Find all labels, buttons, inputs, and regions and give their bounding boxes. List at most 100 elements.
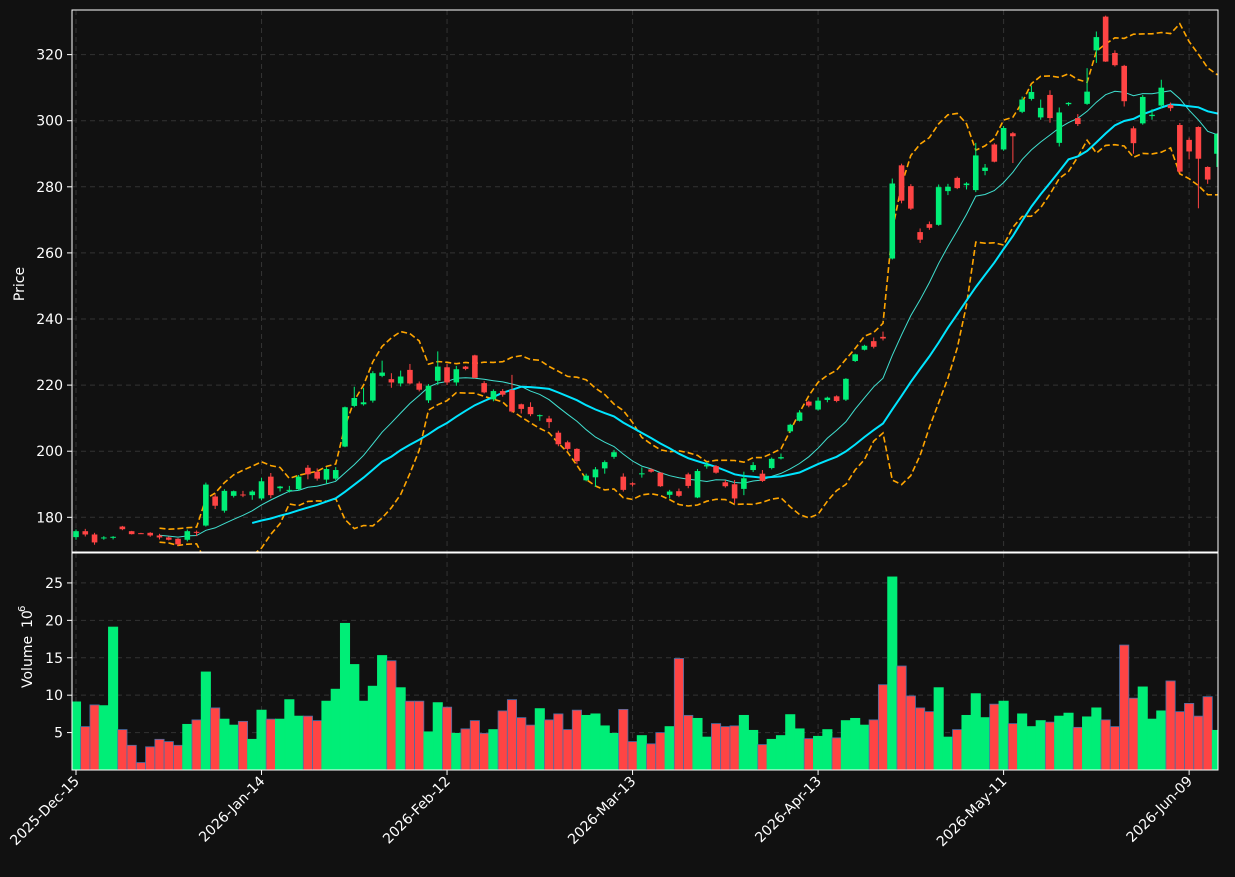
volume-bar (358, 700, 369, 770)
volume-bar (1174, 711, 1185, 770)
candle-body (824, 397, 831, 400)
price-tick-label: 240 (36, 312, 63, 328)
volume-bar (683, 714, 694, 770)
candle-body (1158, 87, 1165, 106)
candle-body (1102, 16, 1109, 62)
volume-bar (896, 665, 907, 770)
candle-body (1214, 134, 1218, 154)
candle-body (666, 491, 673, 495)
price-panel-frame (71, 9, 1219, 553)
candle-body (1177, 125, 1183, 172)
candle-body (1130, 128, 1137, 144)
candle-body (880, 336, 886, 339)
candle-body (703, 465, 710, 467)
volume-bar (293, 715, 304, 770)
candle-body (453, 369, 460, 383)
candle-body (472, 355, 478, 378)
candle-body (305, 467, 311, 475)
volume-bar (970, 693, 981, 770)
candle-body (657, 472, 664, 487)
candle-body (908, 186, 914, 209)
volume-bar (386, 660, 397, 770)
volume-bar (831, 737, 842, 770)
volume-bar (942, 736, 953, 770)
candle-body (1065, 102, 1072, 105)
candle-body (546, 418, 552, 423)
candle-body (639, 473, 645, 475)
candle-body (601, 462, 608, 469)
volume-bar (1017, 713, 1028, 770)
candle-body (73, 531, 79, 538)
volume-bar (377, 655, 388, 770)
candle-body (1047, 94, 1053, 119)
candle-body (991, 144, 998, 162)
candle-body (147, 532, 154, 536)
candle-body (1204, 166, 1211, 180)
volume-tick-label: 25 (45, 576, 63, 592)
volume-bar (488, 729, 499, 770)
candle-body (889, 183, 896, 259)
volume-bar (275, 718, 286, 770)
volume-tick-label: 15 (45, 651, 63, 667)
fast-moving-average-line (159, 90, 1218, 538)
candle-body (499, 391, 506, 395)
price-axis-label: Price (12, 267, 28, 301)
candle-body (249, 491, 256, 496)
candle-body (815, 400, 821, 410)
candle-body (555, 432, 562, 445)
volume-bar (961, 714, 972, 770)
candle-body (175, 538, 181, 545)
candle-body (592, 469, 599, 478)
volume-bar (469, 720, 480, 770)
candle-body (434, 366, 441, 381)
volume-bar (265, 718, 276, 770)
volume-bar (738, 714, 749, 770)
candle-body (397, 376, 404, 384)
volume-exponent-power: 6 (17, 606, 28, 612)
volume-bar (451, 732, 462, 770)
candle-body (1075, 118, 1081, 125)
volume-bar (72, 701, 82, 770)
volume-bar (98, 705, 109, 770)
volume-bar (423, 731, 434, 770)
candle-body (1010, 133, 1016, 137)
volume-bar (766, 738, 777, 770)
candle-body (1186, 139, 1192, 152)
candle-body (165, 537, 172, 540)
candle-body (1121, 65, 1127, 102)
candle-body (1084, 91, 1090, 104)
candle-body (1195, 126, 1202, 159)
candle-body (843, 378, 849, 400)
volume-panel-frame (71, 552, 1219, 771)
candle-body (193, 531, 200, 533)
volume-bar (339, 622, 351, 770)
volume-bar (1184, 703, 1195, 770)
volume-bar (330, 688, 341, 770)
candle-body (898, 165, 905, 201)
volume-bar (553, 713, 564, 770)
volume-bar (1044, 721, 1056, 770)
candle-body (972, 155, 979, 191)
candle-body (694, 471, 701, 498)
candle-body (537, 415, 543, 417)
volume-bar (534, 708, 545, 770)
volume-panel (72, 576, 1218, 770)
volume-bar (1202, 696, 1213, 770)
candle-body (870, 341, 877, 347)
candle-body (240, 494, 246, 496)
candle-body (796, 412, 803, 421)
candle-body (379, 372, 385, 376)
volume-bar (1091, 707, 1102, 770)
candle-body (360, 402, 367, 405)
candle-body (935, 187, 942, 225)
volume-bar (414, 700, 425, 770)
volume-bar (237, 720, 249, 770)
candle-body (833, 396, 840, 401)
volume-bar (664, 726, 675, 770)
candle-body (425, 385, 432, 401)
volume-bar (1082, 716, 1093, 770)
candle-body (277, 486, 283, 489)
candle-body (101, 537, 107, 539)
volume-bar (516, 717, 527, 770)
volume-bar (1156, 710, 1167, 770)
